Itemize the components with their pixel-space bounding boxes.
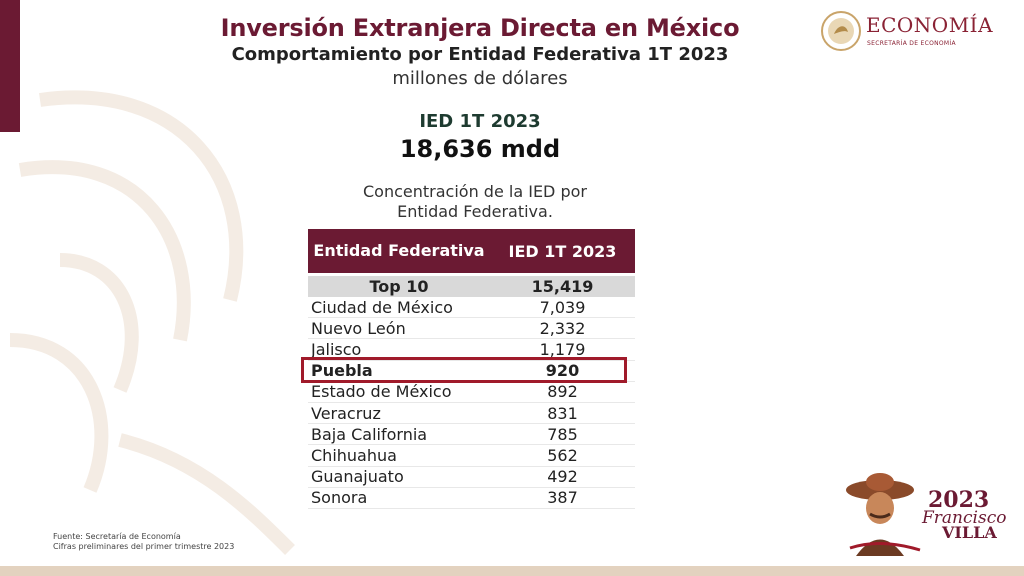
row-entity: Ciudad de México	[311, 297, 453, 317]
row-value: 387	[547, 488, 578, 508]
table-row: Sonora 387	[308, 488, 635, 509]
francisco-villa-portrait-icon	[846, 473, 921, 556]
row-entity: Sonora	[311, 488, 368, 508]
row-entity: Puebla	[311, 361, 373, 381]
villa-year-text: 2023	[928, 487, 990, 513]
left-accent-bar	[0, 0, 20, 132]
unit-label: millones de dólares	[392, 68, 568, 89]
table-row: Estado de México 892	[308, 382, 635, 403]
row-entity: Jalisco	[311, 339, 362, 359]
page-subtitle: Comportamiento por Entidad Federativa 1T…	[231, 44, 729, 65]
top10-row: Top 10 15,419	[308, 276, 635, 297]
row-value: 785	[547, 424, 578, 444]
table-caption: Concentración de la IED por Entidad Fede…	[300, 182, 650, 222]
caption-line-1: Concentración de la IED por	[363, 182, 587, 201]
table-header: Entidad Federativa IED 1T 2023	[308, 229, 635, 273]
table-row: Jalisco 1,179	[308, 339, 635, 361]
economia-seal-icon	[821, 11, 861, 51]
ied-table: Entidad Federativa IED 1T 2023 Top 10 15…	[308, 229, 635, 509]
table-row: Chihuahua 562	[308, 445, 635, 467]
economia-logo-subtext: SECRETARÍA DE ECONOMÍA	[867, 40, 956, 47]
caption-line-2: Entidad Federativa.	[397, 202, 553, 221]
bottom-stripe	[0, 566, 1024, 576]
villa-name-first: Francisco	[922, 508, 1007, 528]
ied-total-value: 18,636 mdd	[399, 135, 561, 163]
row-value: 892	[547, 382, 578, 402]
top10-label: Top 10	[369, 277, 429, 296]
row-value: 831	[547, 403, 578, 423]
economia-logo-text: ECONOMÍA	[866, 13, 994, 37]
row-entity: Guanajuato	[311, 467, 404, 487]
row-value: 2,332	[539, 318, 586, 338]
row-value: 7,039	[539, 297, 586, 317]
puebla-highlight-box	[301, 357, 627, 383]
row-value: 920	[545, 361, 580, 381]
row-value: 562	[547, 445, 578, 465]
column-header-ied: IED 1T 2023	[508, 241, 617, 261]
footnote-note: Cifras preliminares del primer trimestre…	[53, 542, 235, 551]
row-entity: Estado de México	[311, 382, 452, 402]
page-title: Inversión Extranjera Directa en México	[220, 14, 740, 42]
column-header-entity: Entidad Federativa	[313, 241, 485, 260]
background-ornament	[9, 90, 295, 555]
ied-label: IED 1T 2023	[419, 111, 541, 132]
villa-name-last: VILLA	[942, 523, 997, 542]
row-value: 492	[547, 467, 578, 487]
table-row: Veracruz 831	[308, 403, 635, 425]
footnote-source: Fuente: Secretaría de Economía	[53, 532, 181, 541]
row-entity: Veracruz	[311, 403, 381, 423]
table-row: Nuevo León 2,332	[308, 318, 635, 340]
table-row: Ciudad de México 7,039	[308, 297, 635, 319]
row-value: 1,179	[539, 339, 586, 359]
table-row: Guanajuato 492	[308, 467, 635, 488]
table-row: Baja California 785	[308, 424, 635, 446]
row-entity: Baja California	[311, 424, 428, 444]
row-entity: Chihuahua	[311, 445, 397, 465]
footnote: Fuente: Secretaría de Economía Cifras pr…	[53, 532, 234, 552]
row-entity: Nuevo León	[311, 318, 406, 338]
top10-value: 15,419	[531, 277, 594, 296]
